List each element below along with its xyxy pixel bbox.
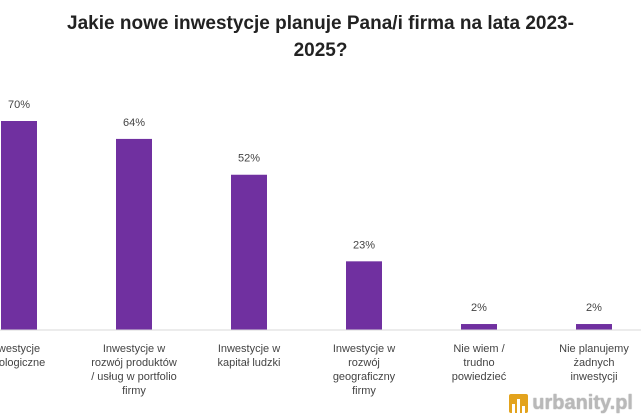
watermark: urbanity.pl [509, 392, 633, 415]
bar-5 [461, 324, 497, 330]
category-label-line: Nie wiem / [453, 343, 505, 355]
value-label-5: 2% [471, 302, 487, 314]
chart-title-line-2: 2025? [293, 40, 348, 61]
value-label-6: 2% [586, 302, 602, 314]
category-label-line: rozwój [348, 357, 380, 369]
value-label-4: 23% [353, 239, 375, 251]
category-label-4: Inwestycje w rozwój geograficzny firmy [333, 343, 396, 397]
category-label-line: firmy [352, 385, 376, 397]
category-label-line: geograficzny [333, 371, 396, 383]
value-label-1: 70% [8, 99, 30, 111]
bar-3 [231, 174, 267, 330]
city-buildings-icon [509, 394, 529, 413]
category-label-line: Inwestycje w [218, 343, 280, 355]
category-label-line: Inwestycje w [103, 343, 165, 355]
category-label-line: rozwój produktów [91, 357, 177, 369]
category-label-1: westycje nologiczne [0, 343, 45, 369]
chart-title: Jakie nowe inwestycje planuje Pana/i fir… [0, 10, 641, 64]
watermark-text: urbanity.pl [532, 392, 633, 414]
value-label-2: 64% [123, 117, 145, 129]
bar-6 [576, 324, 612, 330]
category-label-2: Inwestycje w rozwój produktów / usług w po… [91, 343, 177, 397]
category-label-line: powiedzieć [452, 371, 507, 383]
category-label-line: inwestycji [570, 371, 617, 383]
category-labels: westycje nologiczne Inwestycje w rozwój pro… [0, 343, 629, 397]
category-label-line: westycje [0, 343, 40, 355]
category-label-5: Nie wiem / trudno powiedzieć [452, 343, 507, 383]
value-labels: 70% 64% 52% 23% 2% 2% [8, 99, 602, 314]
chart-title-line-1: Jakie nowe inwestycje planuje Pana/i fir… [67, 13, 574, 34]
category-label-line: kapitał ludzki [218, 357, 281, 369]
category-label-line: trudno [463, 357, 494, 369]
category-label-3: Inwestycje w kapitał ludzki [218, 343, 281, 369]
category-label-6: Nie planujemy żadnych inwestycji [559, 343, 629, 383]
bar-1 [1, 121, 37, 330]
category-label-line: firmy [122, 385, 146, 397]
bar-4 [346, 261, 382, 330]
category-label-line: żadnych [574, 357, 615, 369]
category-label-line: / usług w portfolio [91, 371, 177, 383]
value-label-3: 52% [238, 153, 260, 165]
bar-2 [116, 138, 152, 330]
category-label-line: nologiczne [0, 357, 45, 369]
category-label-line: Inwestycje w [333, 343, 395, 355]
category-label-line: Nie planujemy [559, 343, 629, 355]
bar-series [1, 121, 612, 330]
